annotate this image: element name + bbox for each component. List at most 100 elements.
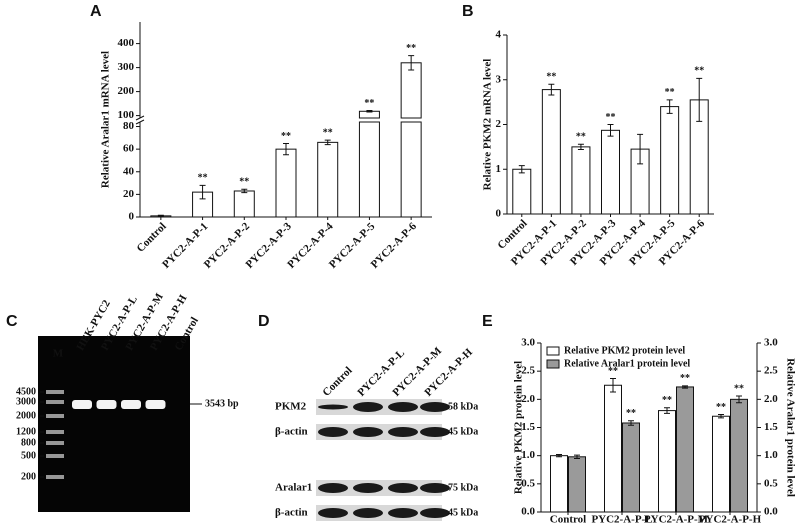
blot-band [420, 402, 450, 412]
error-bar [574, 454, 580, 459]
significance-label: ** [198, 173, 208, 184]
bar [400, 121, 422, 218]
y-tick-label: 1.5 [521, 421, 535, 433]
y2-tick-label: 1.0 [764, 449, 778, 461]
y-axis-title: Relative Aralar1 mRNA level [100, 51, 112, 188]
significance-label: ** [716, 402, 726, 413]
panel-letter: D [258, 313, 270, 330]
significance-label: ** [608, 366, 618, 377]
error-bar [366, 110, 373, 113]
bar [676, 386, 694, 513]
error-bar [518, 165, 525, 174]
significance-label: ** [734, 383, 744, 394]
blot-band [353, 483, 383, 493]
error-bar [157, 214, 164, 217]
y-tick-label: 1 [496, 163, 502, 175]
significance-label: ** [406, 43, 416, 54]
blot-band [318, 404, 348, 410]
bar [358, 121, 380, 218]
blot-band [353, 427, 383, 437]
y-tick-label: 2.5 [521, 365, 535, 377]
y-tick-label: 80 [123, 120, 135, 132]
ladder-band [46, 390, 64, 394]
legend-label: Relative PKM2 protein level [564, 345, 685, 356]
y2-axis-title: Relative Aralar1 protein level [784, 358, 796, 497]
bar [550, 455, 568, 513]
ladder-band [46, 430, 64, 434]
bar [568, 456, 586, 513]
bar [317, 141, 339, 218]
blot-band [420, 483, 450, 493]
y-axis-title: Relative PKM2 protein level [513, 361, 525, 494]
gel-band [121, 400, 141, 409]
error-bar [696, 77, 703, 122]
significance-label: ** [323, 127, 333, 138]
panel-letter: A [90, 3, 102, 20]
significance-label: ** [281, 131, 291, 142]
significance-label: ** [546, 72, 556, 83]
error-bar [682, 385, 688, 389]
y-tick-label: 3.0 [521, 337, 535, 349]
y-tick-label: 0 [496, 208, 502, 220]
axis-break [135, 119, 145, 125]
blot-protein-label: Aralar1 [275, 482, 312, 494]
error-bar [664, 407, 670, 414]
x-tick-label: PYC2-A-P-L [591, 514, 652, 526]
blot-size-label: 75 kDa [448, 482, 478, 493]
blot-band [318, 483, 348, 493]
y-tick-label: 200 [118, 85, 135, 97]
band-size-label: 3543 bp [205, 398, 239, 409]
blot-band [420, 427, 450, 437]
x-tick-label: PYC2-A-P-M [644, 514, 709, 526]
error-bar [718, 414, 724, 419]
y-tick-label: 4 [496, 29, 502, 41]
error-bar [666, 99, 673, 114]
blot-size-label: 58 kDa [448, 401, 478, 412]
legend-swatch [546, 346, 560, 356]
y-axis-title: Relative PKM2 mRNA level [482, 59, 494, 191]
x-tick-label: PYC2-A-P-H [699, 514, 762, 526]
error-bar [607, 124, 614, 137]
bar [541, 89, 561, 215]
error-bar [408, 55, 415, 71]
ladder-label: 200 [21, 471, 36, 482]
blot-band [318, 508, 348, 518]
y-tick-label: 1.0 [521, 449, 535, 461]
bar [275, 148, 297, 218]
y2-tick-label: 2.5 [764, 365, 778, 377]
blot-band [353, 508, 383, 518]
error-bar [628, 420, 634, 426]
error-bar [241, 188, 248, 194]
blot-band [388, 508, 418, 518]
blot-band [318, 427, 348, 437]
ladder-band [46, 414, 64, 418]
legend-swatch [546, 359, 560, 369]
significance-label: ** [662, 395, 672, 406]
ladder-band [46, 400, 64, 404]
x-tick-label: Control [134, 220, 168, 254]
y-tick-label: 2 [496, 118, 502, 130]
y2-tick-label: 0.5 [764, 477, 778, 489]
blot-size-label: 45 kDa [448, 507, 478, 518]
bar [233, 190, 255, 218]
gel-band [145, 400, 166, 409]
bar [400, 62, 422, 119]
blot-protein-label: β-actin [275, 426, 308, 438]
bar [622, 422, 640, 513]
bar [512, 168, 532, 215]
blot-protein-label: PKM2 [275, 401, 307, 413]
significance-label: ** [364, 98, 374, 109]
significance-label: ** [694, 66, 704, 77]
panel-letter: B [462, 3, 474, 20]
significance-label: ** [665, 87, 675, 98]
blot-size-label: 45 kDa [448, 426, 478, 437]
y-tick-label: 2.0 [521, 393, 535, 405]
gel-band [72, 400, 92, 409]
legend-label: Relative Aralar1 protein level [564, 358, 690, 369]
bar [660, 106, 680, 215]
blot-band [353, 402, 383, 412]
y-tick-label: 300 [118, 61, 135, 73]
panel-letter: C [6, 313, 18, 330]
blot-band [388, 483, 418, 493]
